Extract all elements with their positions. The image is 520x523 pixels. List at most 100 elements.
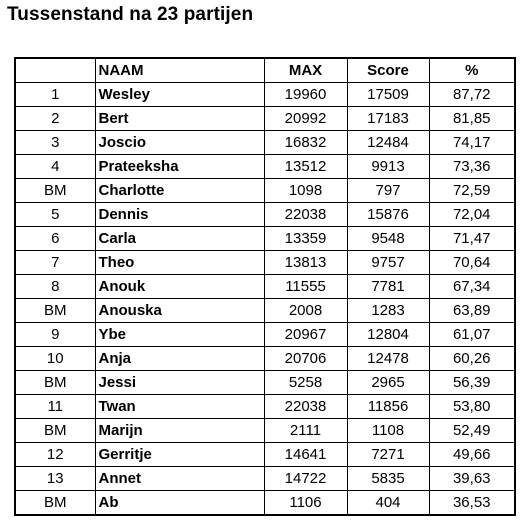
rank-cell: BM bbox=[14, 418, 96, 443]
score-cell: 9913 bbox=[346, 154, 430, 179]
max-cell: 13813 bbox=[263, 250, 348, 275]
header-rank bbox=[14, 57, 96, 83]
score-cell: 12484 bbox=[346, 130, 430, 155]
table-row: BM Jessi 5258 2965 56,39 bbox=[14, 370, 516, 395]
max-cell: 14641 bbox=[263, 442, 348, 467]
rank-cell: BM bbox=[14, 178, 96, 203]
percentage-cell: 52,49 bbox=[428, 418, 516, 443]
table-row: BM Charlotte 1098 797 72,59 bbox=[14, 178, 516, 203]
max-cell: 2111 bbox=[263, 418, 348, 443]
score-cell: 404 bbox=[346, 490, 430, 516]
page-title: Tussenstand na 23 partijen bbox=[7, 4, 254, 25]
percentage-cell: 39,63 bbox=[428, 466, 516, 491]
percentage-cell: 63,89 bbox=[428, 298, 516, 323]
percentage-cell: 49,66 bbox=[428, 442, 516, 467]
header-max: MAX bbox=[263, 57, 348, 83]
table-row: 3 Joscio 16832 12484 74,17 bbox=[14, 130, 516, 155]
table-row: 13 Annet 14722 5835 39,63 bbox=[14, 466, 516, 491]
player-name-cell: Anouska bbox=[94, 298, 265, 323]
max-cell: 11555 bbox=[263, 274, 348, 299]
max-cell: 1106 bbox=[263, 490, 348, 516]
table-row: BM Marijn 2111 1108 52,49 bbox=[14, 418, 516, 443]
player-name-cell: Twan bbox=[94, 394, 265, 419]
table-row: 4 Prateeksha 13512 9913 73,36 bbox=[14, 154, 516, 179]
score-cell: 9548 bbox=[346, 226, 430, 251]
table-row: 6 Carla 13359 9548 71,47 bbox=[14, 226, 516, 251]
percentage-cell: 81,85 bbox=[428, 106, 516, 131]
player-name-cell: Anja bbox=[94, 346, 265, 371]
score-cell: 9757 bbox=[346, 250, 430, 275]
rank-cell: 13 bbox=[14, 466, 96, 491]
rank-cell: 9 bbox=[14, 322, 96, 347]
max-cell: 19960 bbox=[263, 82, 348, 107]
standings-table: NAAM MAX Score % 1 Wesley 19960 17509 87,72 2… bbox=[14, 57, 516, 516]
score-cell: 11856 bbox=[346, 394, 430, 419]
score-cell: 797 bbox=[346, 178, 430, 203]
table-row: 7 Theo 13813 9757 70,64 bbox=[14, 250, 516, 275]
standings-body: 1 Wesley 19960 17509 87,72 2 Bert 20992 17183 81,… bbox=[14, 82, 516, 516]
percentage-cell: 71,47 bbox=[428, 226, 516, 251]
table-row: 12 Gerritje 14641 7271 49,66 bbox=[14, 442, 516, 467]
percentage-cell: 73,36 bbox=[428, 154, 516, 179]
rank-cell: 7 bbox=[14, 250, 96, 275]
percentage-cell: 53,80 bbox=[428, 394, 516, 419]
percentage-cell: 72,04 bbox=[428, 202, 516, 227]
player-name-cell: Marijn bbox=[94, 418, 265, 443]
score-cell: 7271 bbox=[346, 442, 430, 467]
player-name-cell: Prateeksha bbox=[94, 154, 265, 179]
max-cell: 20992 bbox=[263, 106, 348, 131]
rank-cell: 3 bbox=[14, 130, 96, 155]
player-name-cell: Charlotte bbox=[94, 178, 265, 203]
percentage-cell: 67,34 bbox=[428, 274, 516, 299]
score-cell: 1108 bbox=[346, 418, 430, 443]
header-row: NAAM MAX Score % bbox=[14, 57, 516, 83]
max-cell: 20706 bbox=[263, 346, 348, 371]
score-cell: 12478 bbox=[346, 346, 430, 371]
player-name-cell: Ybe bbox=[94, 322, 265, 347]
table-row: BM Anouska 2008 1283 63,89 bbox=[14, 298, 516, 323]
rank-cell: BM bbox=[14, 490, 96, 516]
percentage-cell: 74,17 bbox=[428, 130, 516, 155]
max-cell: 20967 bbox=[263, 322, 348, 347]
max-cell: 22038 bbox=[263, 202, 348, 227]
percentage-cell: 72,59 bbox=[428, 178, 516, 203]
score-cell: 15876 bbox=[346, 202, 430, 227]
rank-cell: 11 bbox=[14, 394, 96, 419]
player-name-cell: Theo bbox=[94, 250, 265, 275]
score-cell: 5835 bbox=[346, 466, 430, 491]
max-cell: 16832 bbox=[263, 130, 348, 155]
rank-cell: 10 bbox=[14, 346, 96, 371]
header-percentage: % bbox=[428, 57, 516, 83]
score-cell: 2965 bbox=[346, 370, 430, 395]
max-cell: 1098 bbox=[263, 178, 348, 203]
table-row: BM Ab 1106 404 36,53 bbox=[14, 490, 516, 516]
player-name-cell: Annet bbox=[94, 466, 265, 491]
player-name-cell: Bert bbox=[94, 106, 265, 131]
percentage-cell: 87,72 bbox=[428, 82, 516, 107]
max-cell: 13359 bbox=[263, 226, 348, 251]
table-row: 10 Anja 20706 12478 60,26 bbox=[14, 346, 516, 371]
rank-cell: 1 bbox=[14, 82, 96, 107]
percentage-cell: 61,07 bbox=[428, 322, 516, 347]
percentage-cell: 56,39 bbox=[428, 370, 516, 395]
max-cell: 22038 bbox=[263, 394, 348, 419]
rank-cell: 6 bbox=[14, 226, 96, 251]
score-cell: 1283 bbox=[346, 298, 430, 323]
max-cell: 14722 bbox=[263, 466, 348, 491]
rank-cell: 12 bbox=[14, 442, 96, 467]
player-name-cell: Carla bbox=[94, 226, 265, 251]
header-score: Score bbox=[346, 57, 430, 83]
max-cell: 5258 bbox=[263, 370, 348, 395]
player-name-cell: Wesley bbox=[94, 82, 265, 107]
rank-cell: 2 bbox=[14, 106, 96, 131]
max-cell: 13512 bbox=[263, 154, 348, 179]
score-cell: 7781 bbox=[346, 274, 430, 299]
rank-cell: 4 bbox=[14, 154, 96, 179]
rank-cell: BM bbox=[14, 370, 96, 395]
header-name: NAAM bbox=[94, 57, 265, 83]
rank-cell: 5 bbox=[14, 202, 96, 227]
table-row: 1 Wesley 19960 17509 87,72 bbox=[14, 82, 516, 107]
max-cell: 2008 bbox=[263, 298, 348, 323]
table-row: 11 Twan 22038 11856 53,80 bbox=[14, 394, 516, 419]
rank-cell: BM bbox=[14, 298, 96, 323]
